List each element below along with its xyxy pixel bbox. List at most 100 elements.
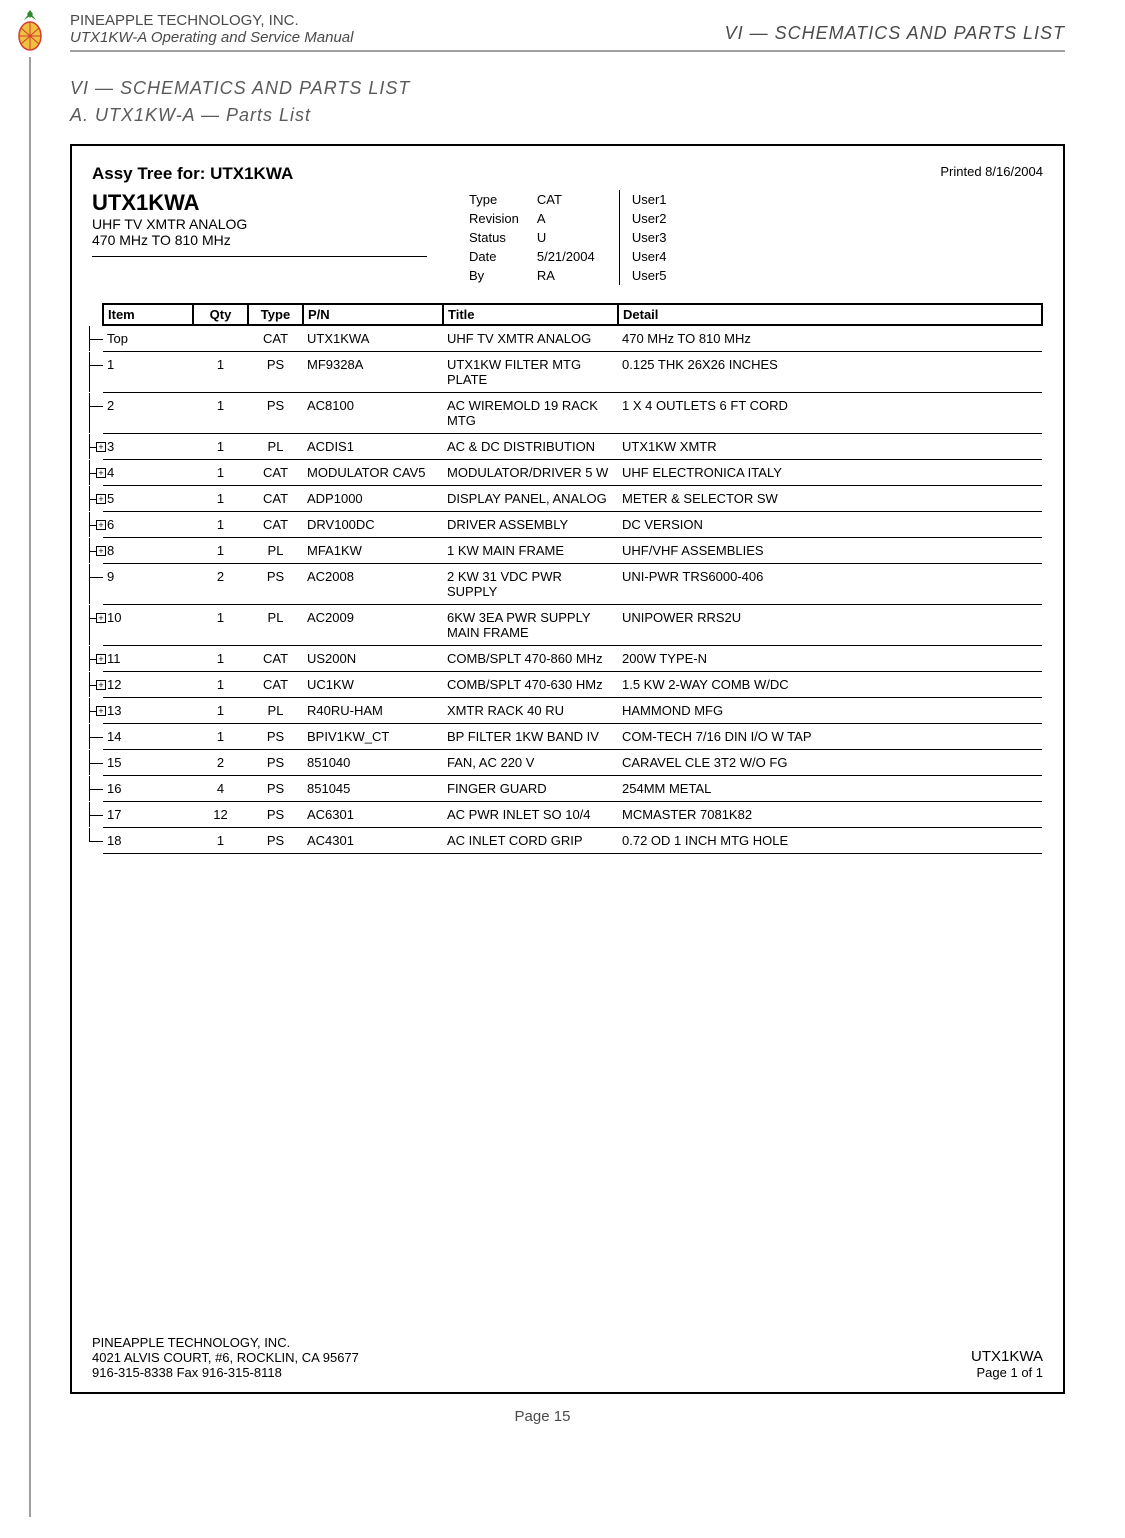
tree-connector-icon [83, 724, 105, 749]
tree-connector-icon: + [83, 605, 105, 645]
item-number: 15 [107, 755, 121, 770]
product-sub1: UHF TV XMTR ANALOG [92, 216, 427, 232]
cell-pn: US200N [303, 646, 443, 672]
cell-pn: AC2008 [303, 564, 443, 605]
cell-type: PS [248, 724, 303, 750]
cell-qty: 1 [193, 460, 248, 486]
expand-icon[interactable]: + [96, 613, 106, 623]
tree-connector-icon [83, 802, 105, 827]
expand-icon[interactable]: + [96, 680, 106, 690]
meta-value: CAT [537, 192, 607, 207]
cell-qty: 1 [193, 724, 248, 750]
footer-address: 4021 ALVIS COURT, #6, ROCKLIN, CA 95677 [92, 1350, 359, 1365]
tree-connector-icon: + [83, 698, 105, 723]
table-row: +61CATDRV100DCDRIVER ASSEMBLYDC VERSION [103, 512, 1042, 538]
cell-detail: 0.72 OD 1 INCH MTG HOLE [618, 828, 1042, 854]
cell-pn: MODULATOR CAV5 [303, 460, 443, 486]
expand-icon[interactable]: + [96, 706, 106, 716]
item-number: 5 [107, 491, 114, 506]
table-row: +31PLACDIS1AC & DC DISTRIBUTIONUTX1KW XM… [103, 434, 1042, 460]
item-number: 18 [107, 833, 121, 848]
cell-type: PS [248, 750, 303, 776]
section-title-2: A. UTX1KW-A — Parts List [70, 105, 1065, 126]
cell-type: CAT [248, 460, 303, 486]
meta-grid: TypeCATRevisionAStatusUDate5/21/2004ByRA… [457, 190, 767, 285]
cell-type: PS [248, 564, 303, 605]
footer-phone: 916-315-8338 Fax 916-315-8118 [92, 1365, 359, 1380]
cell-qty: 1 [193, 393, 248, 434]
cell-item: +8 [103, 538, 193, 564]
cell-pn: AC2009 [303, 605, 443, 646]
cell-title: FINGER GUARD [443, 776, 618, 802]
product-code: UTX1KWA [92, 190, 427, 216]
item-number: 8 [107, 543, 114, 558]
tree-connector-icon: + [83, 646, 105, 671]
cell-item: 18 [103, 828, 193, 854]
tree-connector-icon [83, 776, 105, 801]
cell-title: DRIVER ASSEMBLY [443, 512, 618, 538]
cell-detail: UHF ELECTRONICA ITALY [618, 460, 1042, 486]
item-number: 4 [107, 465, 114, 480]
cell-qty: 1 [193, 512, 248, 538]
cell-detail: 200W TYPE-N [618, 646, 1042, 672]
meta-label: User3 [632, 230, 667, 245]
cell-pn: AC4301 [303, 828, 443, 854]
expand-icon[interactable]: + [96, 654, 106, 664]
table-row: 21PSAC8100AC WIREMOLD 19 RACK MTG1 X 4 O… [103, 393, 1042, 434]
table-row: 1712PSAC6301AC PWR INLET SO 10/4MCMASTER… [103, 802, 1042, 828]
item-number: 6 [107, 517, 114, 532]
cell-title: 1 KW MAIN FRAME [443, 538, 618, 564]
cell-item: +10 [103, 605, 193, 646]
cell-title: 6KW 3EA PWR SUPPLY MAIN FRAME [443, 605, 618, 646]
cell-type: PS [248, 776, 303, 802]
expand-icon[interactable]: + [96, 468, 106, 478]
expand-icon[interactable]: + [96, 546, 106, 556]
meta-label: By [469, 268, 519, 283]
expand-icon[interactable]: + [96, 442, 106, 452]
meta-label: Date [469, 249, 519, 264]
table-row: +51CATADP1000DISPLAY PANEL, ANALOGMETER … [103, 486, 1042, 512]
cell-type: PS [248, 828, 303, 854]
cell-type: PS [248, 352, 303, 393]
cell-type: CAT [248, 325, 303, 352]
item-number: Top [107, 331, 128, 346]
item-number: 12 [107, 677, 121, 692]
cell-detail: 0.125 THK 26X26 INCHES [618, 352, 1042, 393]
expand-icon[interactable]: + [96, 520, 106, 530]
meta-label: Type [469, 192, 519, 207]
cell-qty: 1 [193, 538, 248, 564]
table-row: +121CATUC1KWCOMB/SPLT 470-630 HMz1.5 KW … [103, 672, 1042, 698]
cell-qty: 1 [193, 698, 248, 724]
header-section: VI — SCHEMATICS AND PARTS LIST [725, 23, 1065, 46]
item-number: 9 [107, 569, 114, 584]
meta-label: User1 [632, 192, 667, 207]
cell-qty: 2 [193, 750, 248, 776]
cell-detail: COM-TECH 7/16 DIN I/O W TAP [618, 724, 1042, 750]
cell-pn: ADP1000 [303, 486, 443, 512]
cell-type: PL [248, 698, 303, 724]
cell-detail: 1.5 KW 2-WAY COMB W/DC [618, 672, 1042, 698]
cell-detail: 470 MHz TO 810 MHz [618, 325, 1042, 352]
tree-connector-icon: + [83, 512, 105, 537]
cell-item: 16 [103, 776, 193, 802]
cell-item: 14 [103, 724, 193, 750]
cell-qty: 1 [193, 605, 248, 646]
product-sub2: 470 MHz TO 810 MHz [92, 232, 427, 248]
printed-date: Printed 8/16/2004 [940, 164, 1043, 179]
meta-value: 5/21/2004 [537, 249, 607, 264]
table-row: 141PSBPIV1KW_CTBP FILTER 1KW BAND IVCOM-… [103, 724, 1042, 750]
assy-tree-title: Assy Tree for: UTX1KWA [92, 164, 293, 184]
cell-item: 9 [103, 564, 193, 605]
table-row: +131PLR40RU-HAMXMTR RACK 40 RUHAMMOND MF… [103, 698, 1042, 724]
meta-label: User2 [632, 211, 667, 226]
tree-connector-icon: + [83, 672, 105, 697]
cell-title: 2 KW 31 VDC PWR SUPPLY [443, 564, 618, 605]
cell-type: PL [248, 605, 303, 646]
cell-item: 2 [103, 393, 193, 434]
meta-label: User5 [632, 268, 667, 283]
table-header-row: Item Qty Type P/N Title Detail [103, 304, 1042, 325]
cell-pn: DRV100DC [303, 512, 443, 538]
item-number: 17 [107, 807, 121, 822]
cell-pn: AC6301 [303, 802, 443, 828]
expand-icon[interactable]: + [96, 494, 106, 504]
